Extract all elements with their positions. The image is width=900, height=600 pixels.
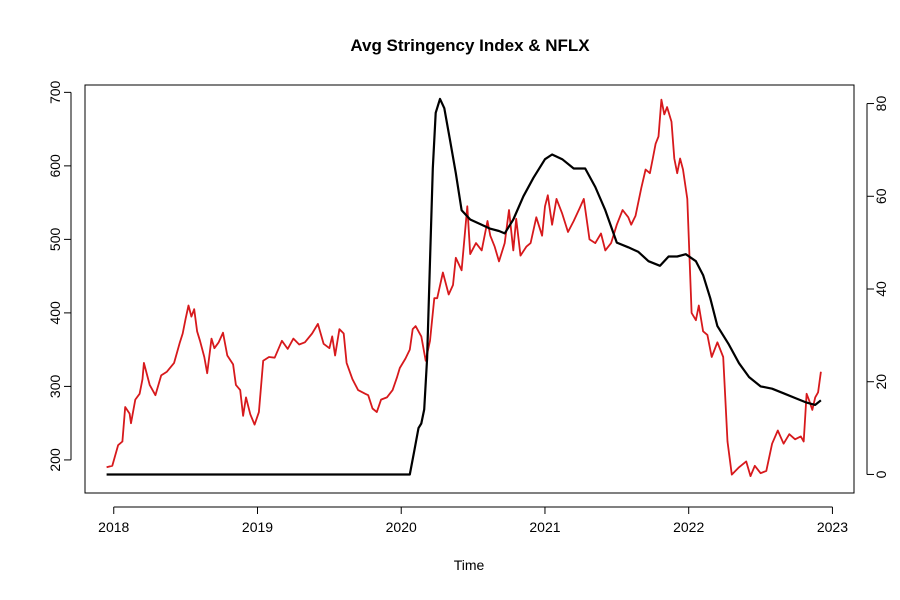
y-left-tick-label: 500 (47, 227, 63, 251)
series-line-nflx (106, 98, 822, 477)
x-tick-label: 2023 (817, 519, 848, 535)
x-tick-label: 2022 (673, 519, 704, 535)
y-left-tick-label: 200 (47, 448, 63, 472)
series-layer (106, 97, 822, 477)
x-tick-label: 2019 (242, 519, 273, 535)
y-right-tick-label: 40 (873, 281, 889, 297)
y-axis-right: 0 20 40 60 80 (866, 96, 889, 478)
y-axis-left: 200 300 400 500 600 700 (47, 80, 72, 472)
y-left-tick-label: 300 (47, 375, 63, 399)
plot-frame (84, 84, 855, 494)
series-line-stringency (106, 97, 822, 476)
chart-title: Avg Stringency Index & NFLX (350, 36, 590, 55)
x-axis-label: Time (454, 557, 485, 573)
y-right-tick-label: 0 (873, 470, 889, 478)
x-axis: 2018 2019 2020 2021 2022 2023 (98, 506, 848, 535)
y-left-tick-label: 400 (47, 301, 63, 325)
x-tick-label: 2020 (386, 519, 417, 535)
x-tick-label: 2018 (98, 519, 129, 535)
y-right-tick-label: 60 (873, 188, 889, 204)
y-right-tick-label: 80 (873, 96, 889, 112)
y-left-tick-label: 700 (47, 80, 63, 104)
x-tick-label: 2021 (529, 519, 560, 535)
y-right-tick-label: 20 (873, 374, 889, 390)
y-left-tick-label: 600 (47, 154, 63, 178)
